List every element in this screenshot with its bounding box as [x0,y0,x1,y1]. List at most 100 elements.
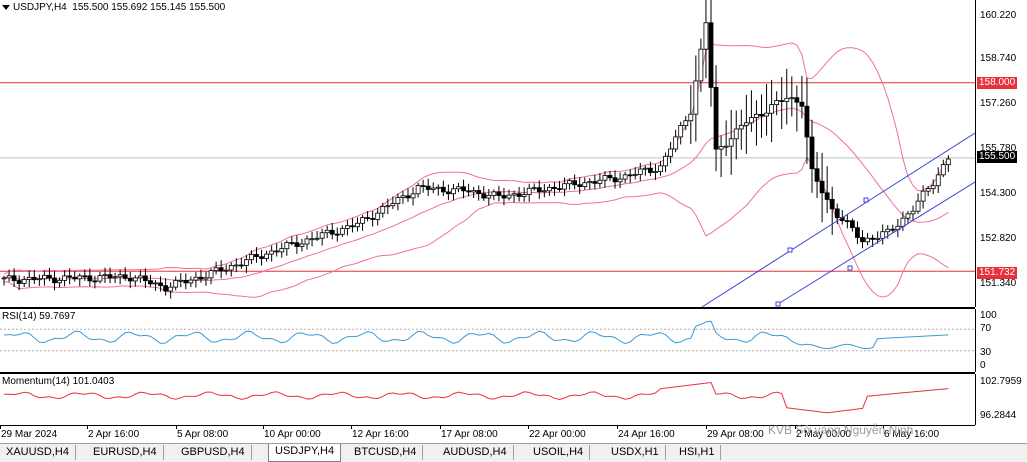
time-axis-label: 29 Apr 08:00 [707,429,764,440]
candle-body [572,180,578,186]
candle-body [385,205,391,208]
candle-body [153,282,158,285]
candle-body [132,277,138,282]
candle-body [804,105,810,138]
current-price-tag: 155.500 [977,151,1018,163]
price-chart[interactable] [0,0,975,307]
candle-body [789,97,795,100]
candle-body [617,178,623,183]
candle-body [400,195,406,198]
dropdown-arrow-icon[interactable] [2,4,10,10]
candle-body [122,274,128,279]
channel-upper-line [701,132,975,307]
time-axis-tick [0,426,1,429]
candle-body [567,180,572,185]
candle-body [920,190,926,202]
candle-body [350,225,355,228]
candle-body [829,199,835,210]
candle-body [102,274,108,277]
candle-body [713,87,719,150]
candle-body [137,275,143,279]
tab-eurusd-h4[interactable]: EURUSD,H4 [87,445,164,460]
tab-usdjpy-h4[interactable]: USDJPY,H4 [268,444,342,462]
candle-body [809,136,815,170]
time-axis-label: 12 Apr 16:00 [352,429,409,440]
time-axis-label: 29 Mar 2024 [1,429,58,440]
candle-body [501,195,507,199]
candle-body [112,276,118,279]
candle-body [784,97,790,102]
candle-body [844,220,850,223]
candle-body [915,200,921,212]
time-axis-label: 6 May 16:00 [884,429,940,440]
price-chart-panel[interactable]: USDJPY,H4 155.500 155.692 155.145 155.50… [0,0,975,307]
candle-body [658,165,663,172]
candle-body [865,237,870,243]
time-axis-label: 5 Apr 08:00 [177,429,229,440]
candle-body [329,229,335,235]
candle-body [496,191,502,196]
candle-body [506,194,512,199]
candle-body [486,195,492,199]
tab-xauusd-h4[interactable]: XAUUSD,H4 [0,445,76,460]
candle-body [759,113,764,117]
momentum-panel[interactable]: Momentum(14) 101.0403 [0,374,975,425]
candle-body [870,237,875,240]
price-axis-label: 152.820 [980,233,1017,244]
candle-body [264,253,270,259]
candle-body [547,186,552,192]
candle-body [516,193,522,197]
candle-body [380,206,386,214]
panel-divider[interactable] [0,307,975,309]
candle-body [208,270,214,279]
symbol-title: USDJPY,H4 [13,2,67,13]
candle-body [92,280,98,283]
tab-usoil-h4[interactable]: USOIL,H4 [527,445,591,460]
candle-body [31,276,37,281]
candle-body [203,277,209,280]
candle-body [461,186,466,192]
candle-body [703,22,709,50]
price-axis[interactable]: 160.220 158.740 157.260 155.780 154.300 … [975,0,1027,307]
candle-body [552,186,557,189]
time-axis-tick [706,426,707,429]
candle-body [435,186,441,189]
candle-body [425,185,431,190]
candle-body [738,124,744,130]
candle-body [26,276,32,280]
tab-gbpusd-h4[interactable]: GBPUSD,H4 [175,445,252,460]
candle-body [243,259,249,266]
candle-body [562,183,567,190]
candle-body [6,275,12,279]
momentum-line [3,381,949,414]
candle-body [668,148,673,157]
candle-body [723,145,729,148]
candle-body [526,187,532,195]
rsi-panel[interactable]: RSI(14) 59.7697 [0,309,975,372]
candle-body [577,184,583,187]
rsi-axis-label: 70 [980,323,992,334]
candle-body [536,187,542,193]
candle-body [77,275,83,280]
candle-body [708,22,714,88]
candle-body [405,195,411,199]
rsi-axis-label: 100 [980,310,997,321]
candle-body [339,228,345,235]
candle-body [900,217,906,227]
price-axis-label: 155.780 [980,143,1017,154]
candle-body [107,274,113,279]
panel-divider[interactable] [0,372,975,374]
candle-body [471,190,477,193]
candle-body [481,193,487,199]
candle-body [198,276,204,280]
candle-body [97,275,103,282]
time-axis[interactable]: 29 Mar 2024 2 Apr 16:00 5 Apr 08:00 10 Apr … [0,425,975,442]
candle-body [632,174,638,176]
candle-body [62,275,67,281]
tab-usdx-h1[interactable]: USDX,H1 [605,445,666,460]
tab-audusd-h4[interactable]: AUDUSD,H4 [437,445,514,460]
candle-body [233,264,239,267]
tab-hsi-h1[interactable]: HSI,H1 [673,445,722,460]
tab-btcusd-h4[interactable]: BTCUSD,H4 [348,445,424,460]
candle-body [678,125,684,138]
